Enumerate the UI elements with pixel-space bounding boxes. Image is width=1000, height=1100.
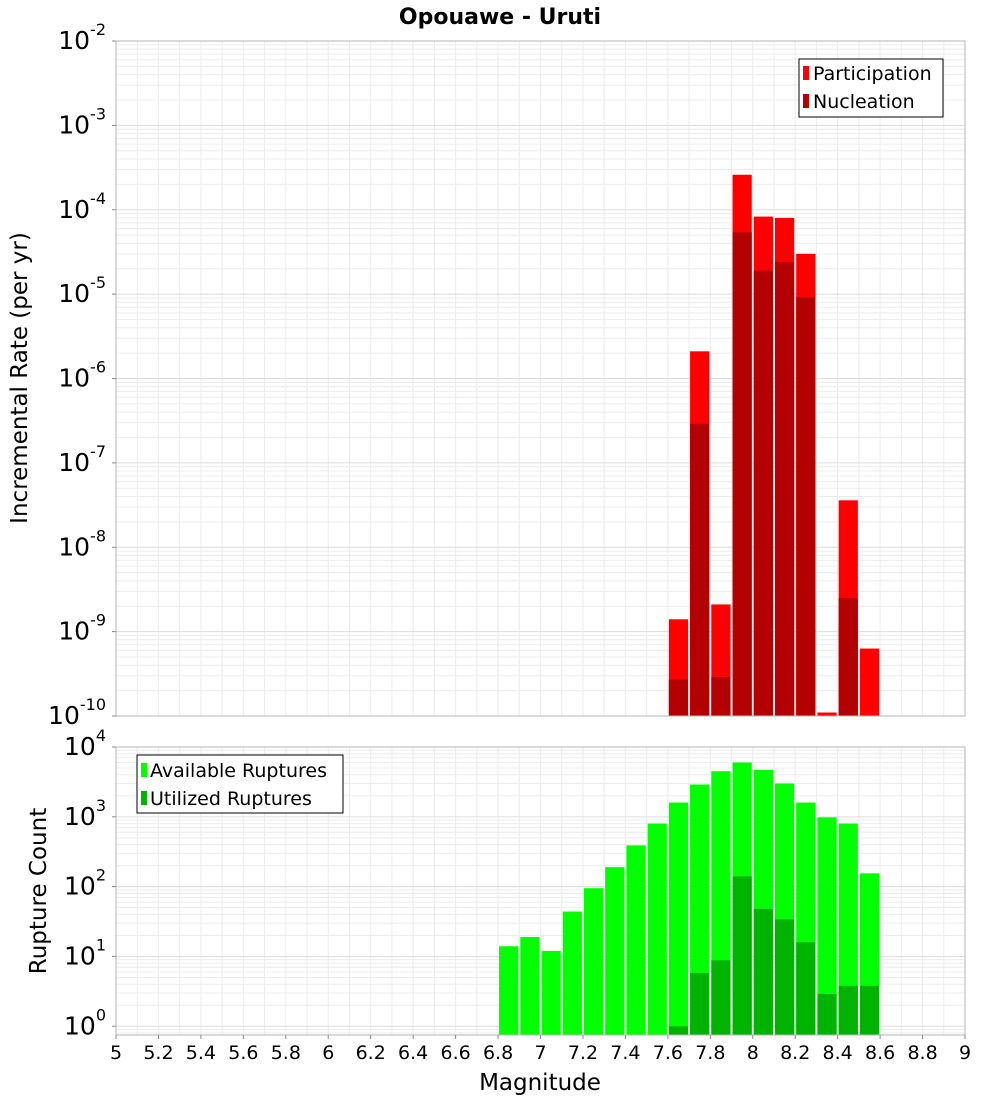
bottom-y-tick-label: 103: [64, 796, 106, 831]
x-tick-label: 5.6: [228, 1042, 258, 1064]
legend-label-utilized-ruptures: Utilized Ruptures: [150, 788, 312, 810]
x-tick-label: 7.2: [568, 1042, 598, 1064]
top-y-tick-label: 10-4: [58, 189, 106, 224]
x-tick-label: 5.8: [271, 1042, 301, 1064]
bar-utilized-ruptures: [859, 985, 880, 1035]
x-tick-label: 6.4: [398, 1042, 428, 1064]
legend-swatch-available-ruptures: [141, 763, 147, 777]
bar-utilized-ruptures: [668, 1026, 689, 1035]
x-tick-label: 8.6: [865, 1042, 895, 1064]
legend-swatch-nucleation: [803, 94, 809, 108]
x-axis-label: Magnitude: [479, 1070, 601, 1096]
bottom-y-tick-label: 101: [64, 935, 106, 970]
top-legend-box: [798, 58, 944, 118]
x-tick-label: 7.6: [653, 1042, 683, 1064]
bottom-legend-box: [136, 754, 344, 814]
bar-utilized-ruptures: [711, 960, 731, 1035]
bar-nucleation: [711, 676, 731, 716]
top-y-tick-label: 10-9: [58, 611, 106, 646]
top-y-tick-label: 10-6: [58, 358, 106, 393]
top-legend: Participation Nucleation: [798, 58, 944, 118]
bar-available-ruptures: [668, 802, 689, 1035]
top-y-tick-label: 10-3: [58, 104, 106, 139]
legend-swatch-utilized-ruptures: [141, 791, 147, 805]
legend-label-nucleation: Nucleation: [813, 91, 915, 113]
top-y-axis-label: Incremental Rate (per yr): [7, 232, 33, 524]
x-tick-label: 6: [322, 1042, 334, 1064]
bar-participation: [859, 648, 880, 716]
bottom-y-tick-label: 102: [64, 866, 106, 901]
x-tick-label: 7: [534, 1042, 546, 1064]
top-y-tick-label: 10-5: [58, 273, 106, 308]
bar-available-ruptures: [647, 823, 667, 1035]
bar-nucleation: [668, 679, 689, 716]
legend-label-available-ruptures: Available Ruptures: [150, 760, 327, 782]
bar-utilized-ruptures: [817, 993, 837, 1035]
bar-nucleation: [753, 270, 773, 716]
x-tick-label: 7.8: [695, 1042, 725, 1064]
x-tick-label: 8: [747, 1042, 759, 1064]
bar-nucleation: [732, 232, 752, 716]
bar-participation: [817, 712, 837, 716]
bottom-y-tick-label: 100: [64, 1005, 106, 1040]
bar-nucleation: [838, 598, 858, 716]
x-tick-label: 5: [110, 1042, 122, 1064]
legend-swatch-participation: [803, 66, 809, 80]
top-y-tick-label: 10-7: [58, 442, 106, 477]
bar-available-ruptures: [690, 784, 710, 1035]
x-tick-label: 9: [959, 1042, 971, 1064]
legend-label-participation: Participation: [813, 63, 932, 85]
bar-available-ruptures: [817, 817, 837, 1035]
bar-available-ruptures: [541, 950, 561, 1035]
x-tick-label: 8.8: [907, 1042, 937, 1064]
bar-utilized-ruptures: [796, 942, 816, 1035]
bar-nucleation: [690, 423, 710, 716]
bottom-y-tick-label: 104: [64, 726, 106, 761]
x-tick-label: 7.4: [610, 1042, 640, 1064]
bottom-plot: 100 101 102 103 104 5 5.2 5.4 5.6 5.8 6 6.2 6.4 6.6 6…: [26, 726, 971, 1096]
x-tick-label: 5.2: [143, 1042, 173, 1064]
x-tick-label: 6.6: [440, 1042, 470, 1064]
bar-available-ruptures: [562, 911, 582, 1035]
bar-nucleation: [774, 262, 795, 716]
x-tick-label: 6.8: [483, 1042, 513, 1064]
bar-available-ruptures: [838, 823, 858, 1035]
x-tick-label: 5.4: [186, 1042, 216, 1064]
bar-available-ruptures: [583, 888, 604, 1035]
bar-available-ruptures: [605, 867, 625, 1035]
bar-nucleation: [796, 297, 816, 716]
chart-title: Opouawe - Uruti: [399, 5, 601, 30]
top-y-tick-label: 10-2: [58, 20, 106, 55]
bar-utilized-ruptures: [690, 972, 710, 1035]
bottom-legend: Available Ruptures Utilized Ruptures: [136, 754, 344, 814]
x-tick-label: 8.2: [780, 1042, 810, 1064]
x-tick-label: 6.2: [356, 1042, 386, 1064]
bar-utilized-ruptures: [838, 985, 858, 1035]
bar-available-ruptures: [499, 946, 519, 1035]
bottom-y-axis-label: Rupture Count: [26, 808, 52, 974]
bar-utilized-ruptures: [774, 919, 795, 1035]
top-plot: 10-10 10-9 10-8 10-7 10-6 10-5 10-4 10-3 10-2 In…: [7, 20, 966, 730]
bar-utilized-ruptures: [732, 876, 752, 1035]
bar-available-ruptures: [626, 845, 646, 1035]
top-y-tick-label: 10-8: [58, 526, 106, 561]
x-tick-label: 8.4: [823, 1042, 853, 1064]
bar-utilized-ruptures: [753, 908, 773, 1035]
bar-available-ruptures: [520, 936, 540, 1035]
top-y-tick-label: 10-10: [48, 695, 106, 730]
